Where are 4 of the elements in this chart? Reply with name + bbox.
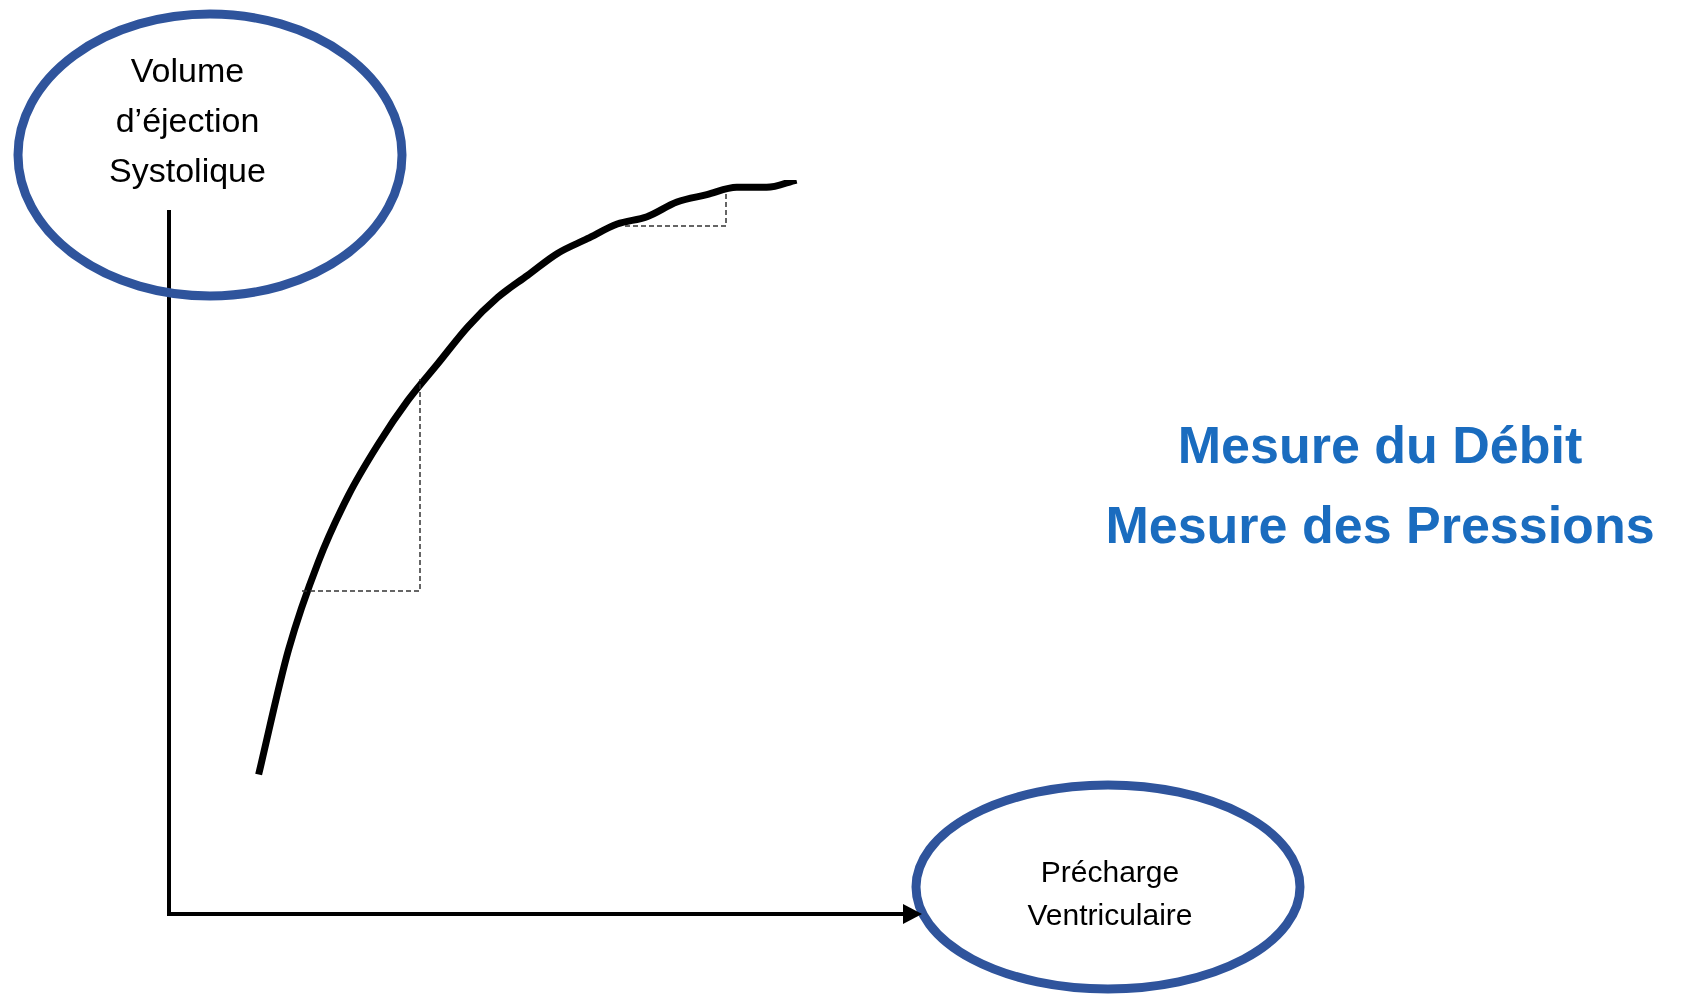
text: Mesure des Pressions [1104,495,1656,556]
y-axis-title: Volume d’éjection Systolique [108,50,267,191]
text: Mesure du Débit [1176,415,1584,476]
x-axis-title: Précharge Ventriculaire [1026,854,1194,933]
